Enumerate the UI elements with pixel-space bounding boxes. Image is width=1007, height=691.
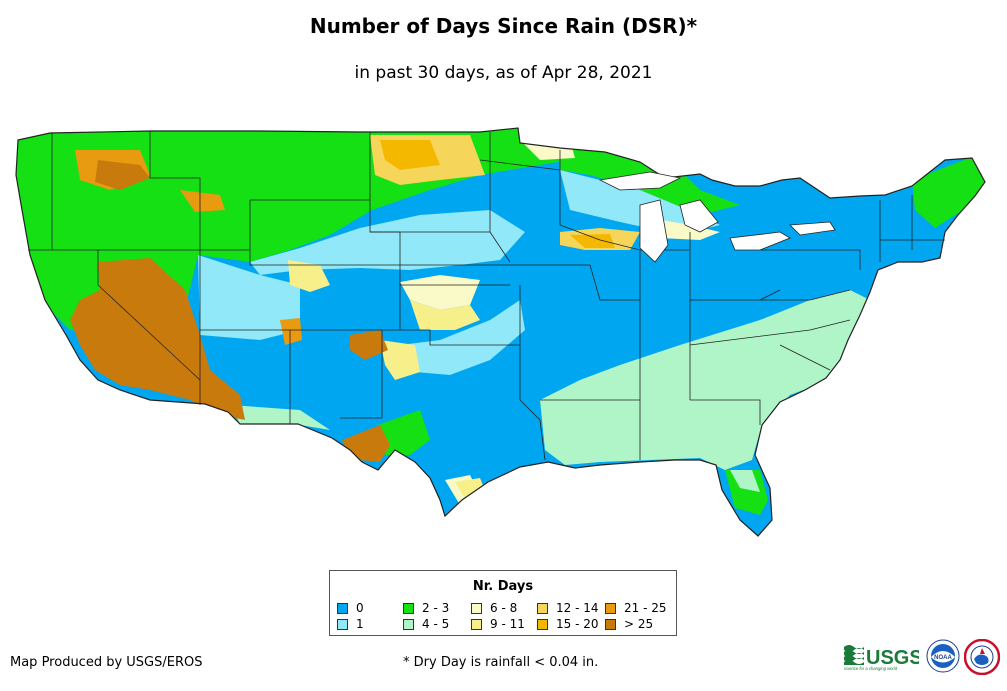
legend-swatch xyxy=(471,619,482,630)
legend-item-9-11: 9 - 11 xyxy=(471,618,525,631)
legend-swatch xyxy=(605,619,616,630)
svg-text:NOAA: NOAA xyxy=(934,655,952,661)
legend-swatch xyxy=(605,603,616,614)
svg-text:science for a changing world: science for a changing world xyxy=(844,666,898,671)
usgs-logo-icon: USGS science for a changing world xyxy=(844,645,919,671)
legend-item-1: 1 xyxy=(337,618,364,631)
legend-swatch xyxy=(537,603,548,614)
legend-item-0: 0 xyxy=(337,602,364,615)
map-title: Number of Days Since Rain (DSR)* xyxy=(309,14,698,38)
svg-text:USGS: USGS xyxy=(866,647,919,669)
noaa-logo-icon: NOAA xyxy=(926,639,960,673)
great-lakes xyxy=(598,171,836,263)
legend: Nr. Days 0 1 2 - 3 4 - 5 6 - 8 9 - 11 12… xyxy=(329,570,677,636)
map-credit: Map Produced by USGS/EROS xyxy=(10,655,203,670)
dry-day-footnote: * Dry Day is rainfall < 0.04 in. xyxy=(403,655,599,670)
legend-item-2-3: 2 - 3 xyxy=(403,602,449,615)
legend-swatch xyxy=(337,603,348,614)
legend-item-21-25: 21 - 25 xyxy=(605,602,667,615)
legend-swatch xyxy=(537,619,548,630)
map-subtitle: in past 30 days, as of Apr 28, 2021 xyxy=(354,63,653,83)
legend-swatch xyxy=(403,619,414,630)
legend-item-over-25: > 25 xyxy=(605,618,653,631)
legend-item-6-8: 6 - 8 xyxy=(471,602,517,615)
legend-swatch xyxy=(337,619,348,630)
legend-title: Nr. Days xyxy=(472,579,534,594)
legend-swatch xyxy=(403,603,414,614)
state-boundaries xyxy=(28,131,945,461)
legend-swatch xyxy=(471,603,482,614)
legend-item-15-20: 15 - 20 xyxy=(537,618,599,631)
legend-item-12-14: 12 - 14 xyxy=(537,602,599,615)
nws-logo-icon xyxy=(964,639,1000,675)
conus-dsr-map xyxy=(15,127,986,537)
legend-item-4-5: 4 - 5 xyxy=(403,618,449,631)
